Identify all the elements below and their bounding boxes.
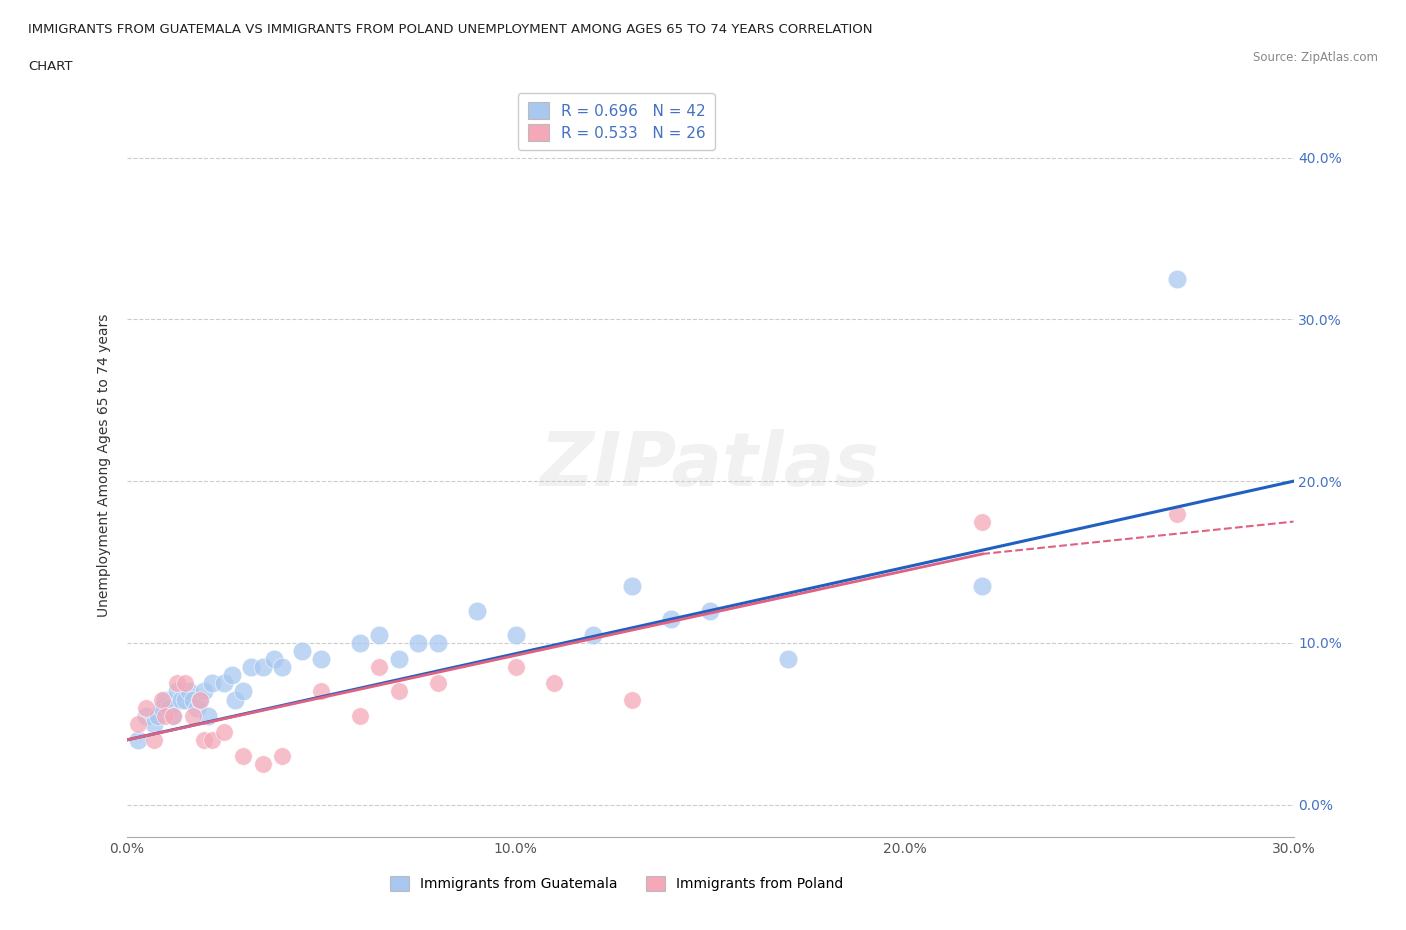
Point (212, 724, 235, 739)
Point (174, 676, 197, 691)
Y-axis label: Unemployment Among Ages 65 to 74 years: Unemployment Among Ages 65 to 74 years (97, 313, 111, 617)
Point (186, 700, 208, 715)
Point (166, 676, 188, 691)
Legend: Immigrants from Guatemala, Immigrants from Poland: Immigrants from Guatemala, Immigrants fr… (384, 870, 849, 897)
Point (408, 635, 430, 650)
Point (240, 659, 263, 674)
Point (166, 684, 188, 698)
Point (201, 733, 224, 748)
Point (426, 635, 449, 650)
Point (388, 652, 411, 667)
Point (197, 709, 219, 724)
Point (388, 684, 411, 698)
Point (309, 684, 332, 698)
Point (170, 692, 193, 707)
Point (155, 692, 177, 707)
Point (271, 749, 294, 764)
Point (190, 692, 212, 707)
Point (776, 652, 799, 667)
Point (201, 676, 224, 691)
Point (142, 716, 165, 731)
Point (368, 659, 391, 674)
Point (252, 757, 274, 772)
Point (271, 659, 294, 674)
Point (426, 676, 449, 691)
Point (155, 709, 177, 724)
Point (157, 700, 180, 715)
Point (193, 684, 215, 698)
Point (263, 652, 285, 667)
Point (162, 709, 184, 724)
Point (505, 628, 527, 643)
Point (621, 692, 644, 707)
Point (972, 578, 994, 593)
Point (190, 692, 212, 707)
Point (1166, 506, 1188, 521)
Point (290, 644, 312, 658)
Point (232, 684, 254, 698)
Text: CHART: CHART (28, 60, 73, 73)
Point (252, 659, 274, 674)
Point (699, 604, 721, 618)
Point (232, 749, 254, 764)
Point (135, 709, 157, 724)
Point (150, 700, 173, 715)
Point (972, 514, 994, 529)
Point (177, 684, 200, 698)
Point (142, 733, 165, 748)
Point (543, 676, 565, 691)
Point (181, 692, 204, 707)
Point (582, 628, 605, 643)
Point (224, 692, 246, 707)
Point (349, 709, 371, 724)
Point (146, 709, 169, 724)
Point (193, 733, 215, 748)
Point (127, 733, 149, 748)
Point (309, 652, 332, 667)
Point (212, 676, 235, 691)
Text: ZIPatlas: ZIPatlas (540, 429, 880, 501)
Point (181, 709, 204, 724)
Point (349, 635, 371, 650)
Point (135, 700, 157, 715)
Point (1166, 272, 1188, 286)
Text: Source: ZipAtlas.com: Source: ZipAtlas.com (1253, 51, 1378, 64)
Point (127, 716, 149, 731)
Point (621, 578, 644, 593)
Point (174, 692, 197, 707)
Text: IMMIGRANTS FROM GUATEMALA VS IMMIGRANTS FROM POLAND UNEMPLOYMENT AMONG AGES 65 T: IMMIGRANTS FROM GUATEMALA VS IMMIGRANTS … (28, 23, 873, 36)
Point (505, 659, 527, 674)
Point (465, 604, 488, 618)
Point (659, 611, 682, 626)
Point (162, 709, 184, 724)
Point (150, 692, 173, 707)
Point (368, 628, 391, 643)
Point (221, 668, 243, 683)
